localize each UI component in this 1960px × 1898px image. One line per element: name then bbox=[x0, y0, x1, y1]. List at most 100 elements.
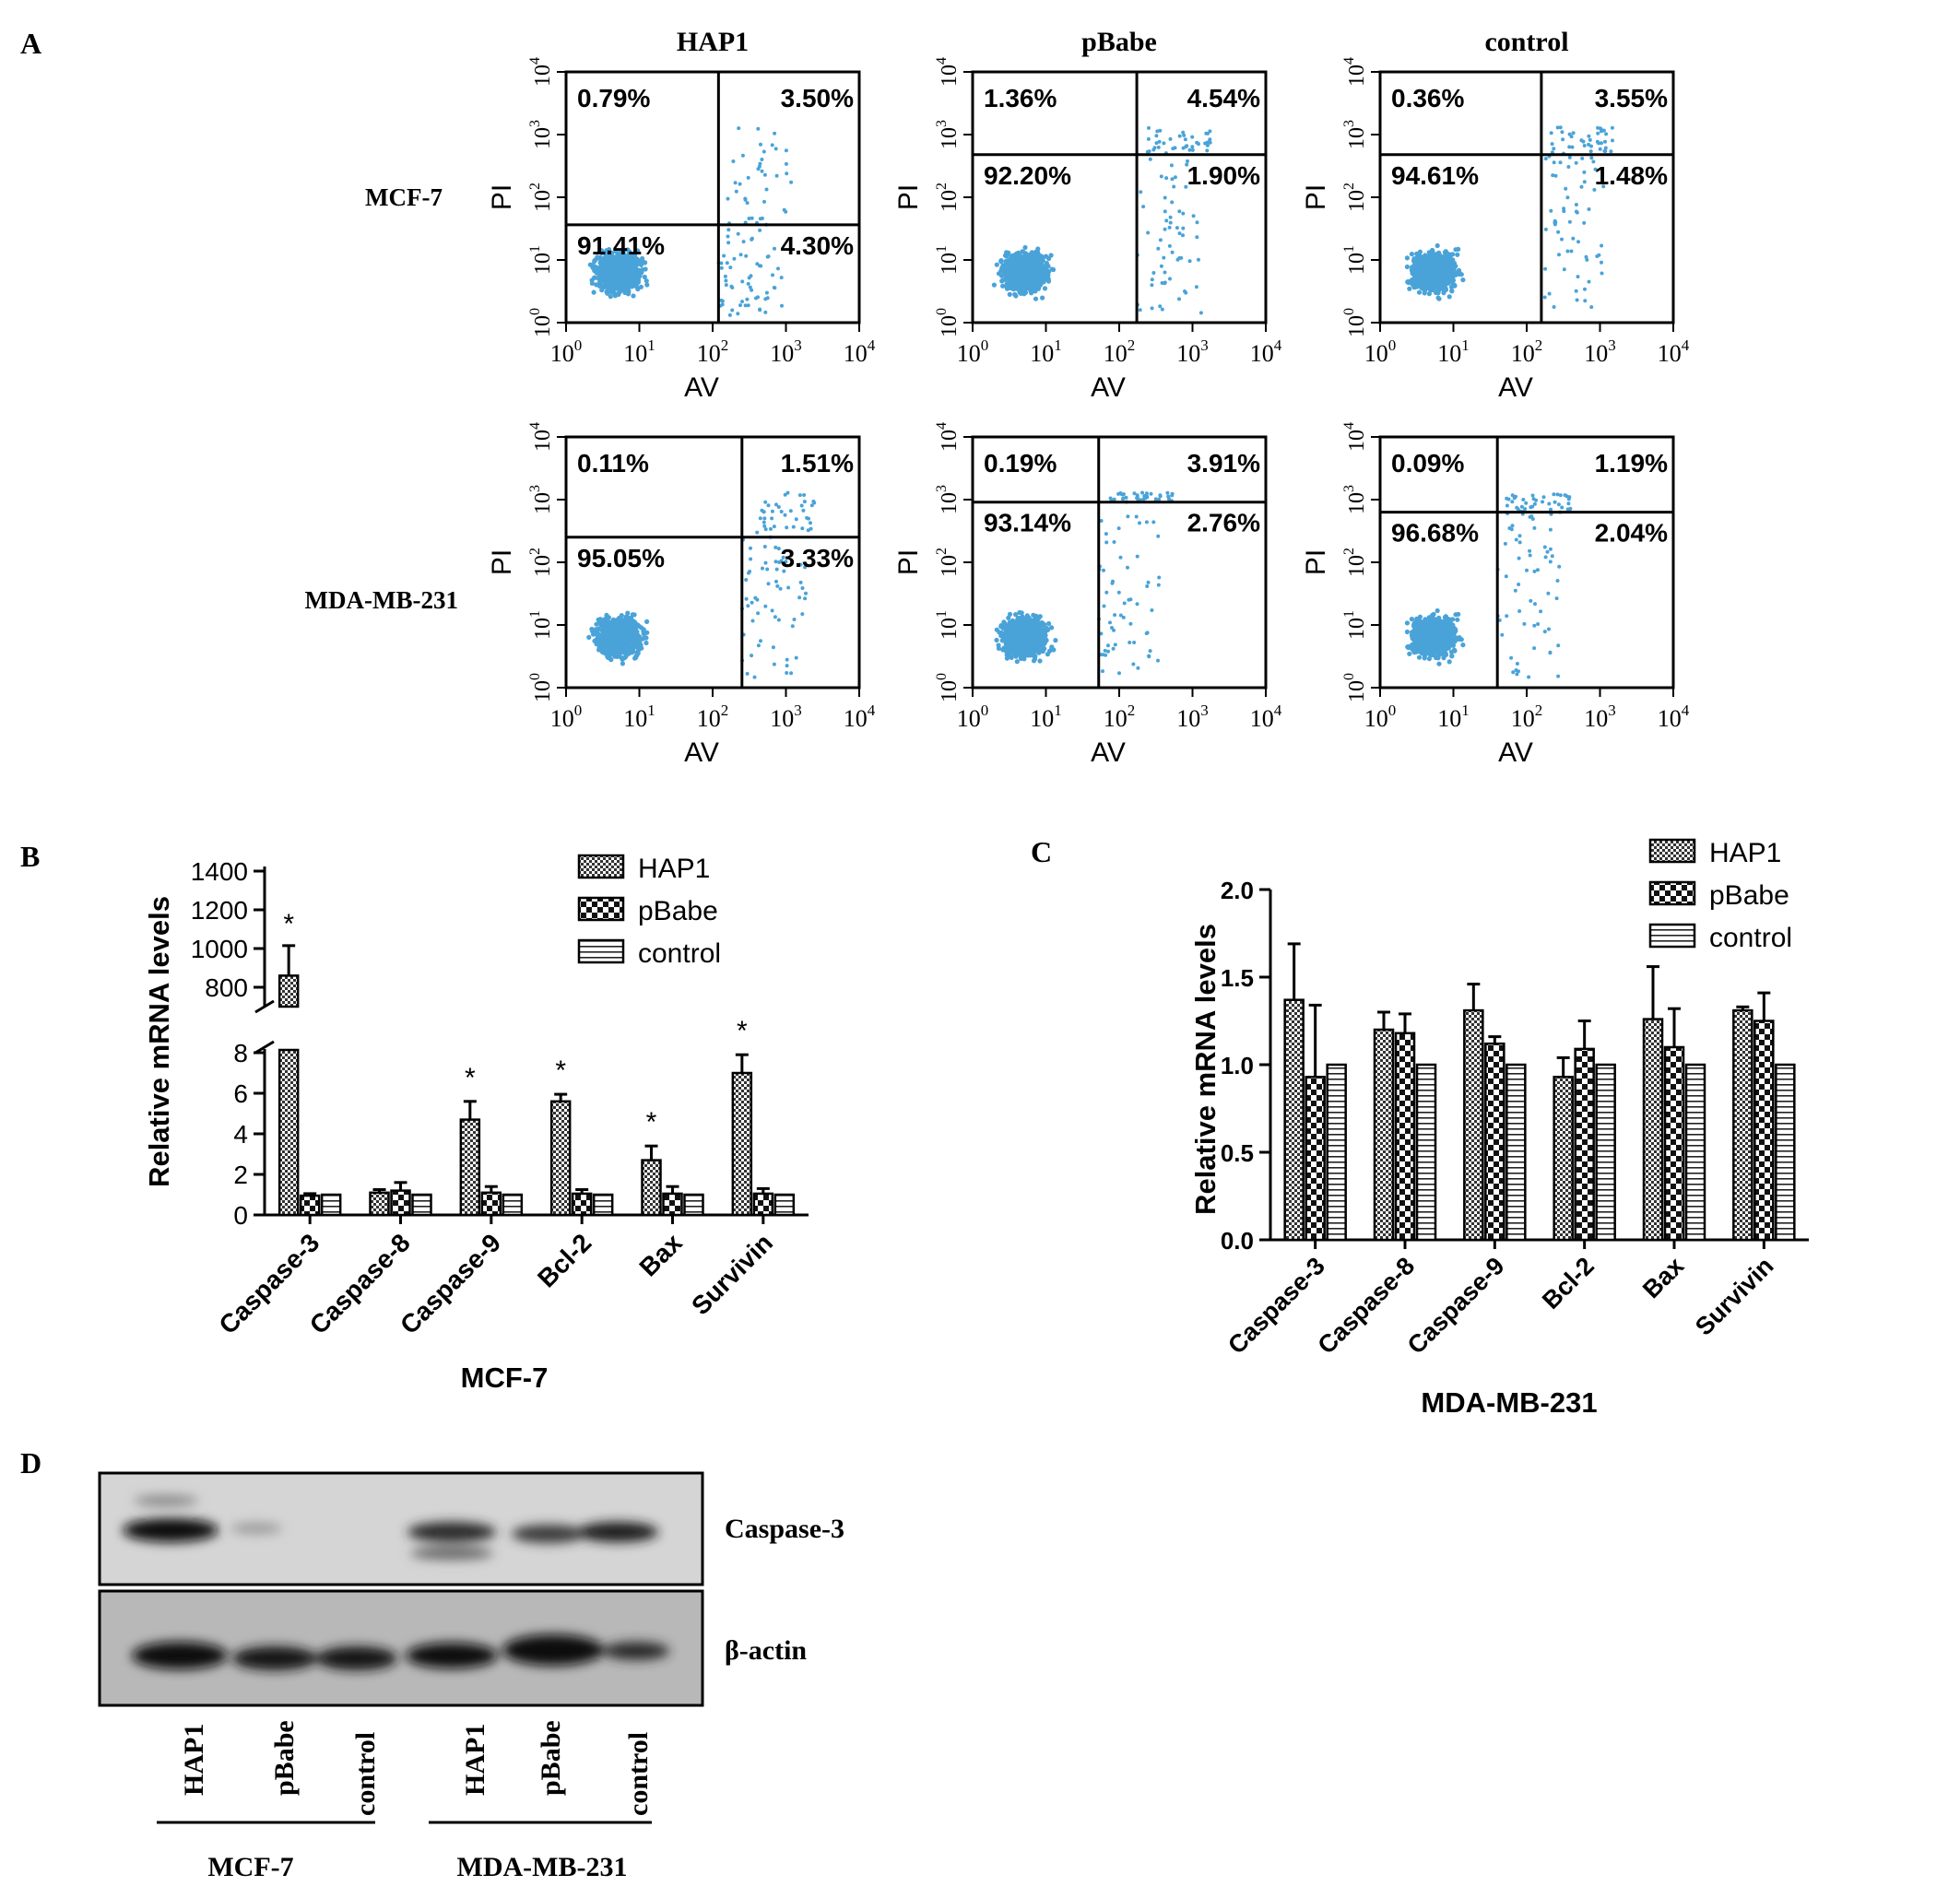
event-dot bbox=[1028, 288, 1033, 293]
event-dot bbox=[638, 284, 644, 289]
event-dot bbox=[1435, 261, 1442, 266]
event-dot bbox=[1574, 160, 1578, 165]
event-dot bbox=[601, 261, 608, 266]
event-dot bbox=[1023, 264, 1029, 269]
event-dot bbox=[799, 503, 804, 508]
event-dot bbox=[1049, 625, 1055, 631]
event-dot bbox=[1022, 244, 1028, 251]
event-dot bbox=[1593, 167, 1598, 171]
event-dot bbox=[644, 630, 650, 635]
event-dot bbox=[1156, 145, 1161, 149]
event-dot bbox=[1602, 148, 1607, 153]
event-dot bbox=[636, 271, 642, 277]
event-dot bbox=[1181, 130, 1186, 135]
event-dot bbox=[1040, 295, 1045, 301]
dot-cloud bbox=[991, 125, 1212, 315]
quadrant-lower-left: 95.05% bbox=[577, 544, 665, 572]
event-dot bbox=[1566, 165, 1571, 169]
event-dot bbox=[762, 199, 766, 204]
panel-label-c: C bbox=[1031, 835, 1052, 868]
event-dot bbox=[1600, 128, 1604, 133]
event-dot bbox=[1579, 138, 1584, 143]
event-dot bbox=[1583, 287, 1587, 291]
event-dot bbox=[732, 256, 737, 261]
event-dot bbox=[595, 254, 600, 260]
event-dot bbox=[1158, 238, 1163, 242]
event-dot bbox=[1446, 294, 1452, 300]
event-dot bbox=[1181, 226, 1186, 230]
event-dot bbox=[1582, 220, 1587, 225]
event-dot bbox=[750, 236, 754, 241]
event-dot bbox=[766, 503, 771, 508]
event-dot bbox=[1004, 655, 1010, 661]
event-dot bbox=[1404, 264, 1410, 270]
dot-cloud bbox=[994, 490, 1175, 676]
flow-plot: 0.19% 3.91%93.14% 2.76%1001001011011021021… bbox=[893, 422, 1282, 768]
event-dot bbox=[759, 142, 762, 147]
event-dot bbox=[596, 627, 601, 633]
event-dot bbox=[1420, 279, 1425, 285]
y-tick-label: 103 bbox=[527, 485, 555, 514]
event-dot bbox=[1435, 276, 1440, 281]
event-dot bbox=[750, 216, 754, 220]
event-dot bbox=[761, 566, 764, 571]
event-dot bbox=[765, 296, 770, 301]
event-dot bbox=[762, 516, 767, 521]
event-dot bbox=[1139, 190, 1143, 195]
x-tick-label: 103 bbox=[1584, 336, 1616, 367]
event-dot bbox=[785, 671, 789, 675]
event-dot bbox=[772, 662, 776, 666]
event-dot bbox=[1021, 259, 1027, 265]
event-dot bbox=[998, 624, 1004, 630]
event-dot bbox=[1451, 266, 1457, 272]
event-dot bbox=[1148, 157, 1152, 161]
event-dot bbox=[723, 274, 727, 278]
x-axis-label: AV bbox=[1091, 372, 1126, 403]
event-dot bbox=[1198, 311, 1203, 315]
event-dot bbox=[1547, 291, 1552, 296]
event-dot bbox=[644, 282, 650, 288]
event-dot bbox=[1603, 139, 1607, 144]
event-dot bbox=[1007, 266, 1012, 272]
event-dot bbox=[1155, 129, 1160, 134]
x-tick-label: 102 bbox=[1511, 336, 1543, 367]
dot-cloud bbox=[587, 126, 794, 317]
event-dot bbox=[762, 524, 767, 528]
event-dot bbox=[1186, 159, 1189, 163]
event-dot bbox=[1053, 638, 1058, 643]
event-dot bbox=[1020, 614, 1025, 619]
event-dot bbox=[1034, 261, 1040, 266]
event-dot bbox=[1205, 143, 1210, 147]
event-dot bbox=[797, 595, 802, 600]
event-dot bbox=[1168, 220, 1173, 225]
event-dot bbox=[728, 265, 733, 270]
event-dot bbox=[1449, 270, 1455, 276]
event-dot bbox=[1158, 304, 1163, 309]
event-dot bbox=[792, 618, 797, 621]
event-dot bbox=[758, 308, 762, 312]
event-dot bbox=[620, 264, 625, 269]
event-dot bbox=[1600, 141, 1603, 146]
event-dot bbox=[772, 525, 776, 529]
event-dot bbox=[762, 149, 766, 154]
y-tick-label: 101 bbox=[934, 245, 962, 275]
event-dot bbox=[724, 283, 728, 288]
event-dot bbox=[998, 268, 1004, 274]
event-dot bbox=[621, 285, 628, 290]
event-dot bbox=[598, 268, 604, 275]
event-dot bbox=[759, 264, 763, 268]
event-dot bbox=[1017, 268, 1022, 274]
event-dot bbox=[1449, 279, 1455, 285]
event-dot bbox=[594, 282, 599, 288]
event-dot bbox=[773, 545, 778, 549]
event-dot bbox=[608, 251, 614, 256]
event-dot bbox=[1168, 136, 1173, 141]
event-dot bbox=[757, 164, 762, 169]
event-dot bbox=[738, 182, 742, 186]
event-dot bbox=[644, 619, 650, 625]
event-dot bbox=[1038, 271, 1044, 277]
event-dot bbox=[1412, 263, 1419, 268]
event-dot bbox=[1423, 287, 1428, 292]
event-dot bbox=[780, 303, 784, 308]
event-dot bbox=[1446, 263, 1452, 268]
